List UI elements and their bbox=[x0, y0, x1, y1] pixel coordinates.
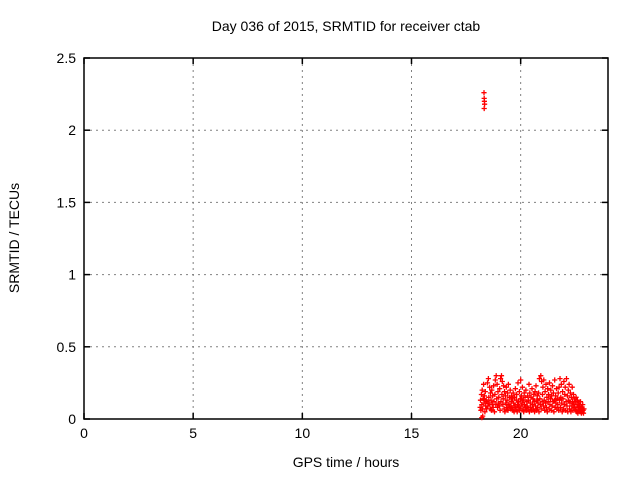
series-srmtid-markers bbox=[477, 90, 587, 421]
y-tick-label: 0 bbox=[68, 411, 76, 427]
x-tick-label: 5 bbox=[189, 425, 197, 441]
chart-title: Day 036 of 2015, SRMTID for receiver cta… bbox=[212, 18, 481, 34]
grid-lines bbox=[84, 58, 608, 419]
axis-labels: Day 036 of 2015, SRMTID for receiver cta… bbox=[6, 18, 480, 470]
y-tick-label: 1 bbox=[68, 267, 76, 283]
y-axis-label: SRMTID / TECUs bbox=[6, 183, 22, 293]
plot-border bbox=[83, 57, 609, 420]
y-tick-label: 0.5 bbox=[57, 339, 77, 355]
y-tick-label: 2.5 bbox=[57, 50, 77, 66]
x-tick-label: 10 bbox=[295, 425, 311, 441]
x-tick-label: 20 bbox=[513, 425, 529, 441]
y-tick-label: 2 bbox=[68, 122, 76, 138]
y-tick-label: 1.5 bbox=[57, 194, 77, 210]
x-tick-label: 0 bbox=[80, 425, 88, 441]
scatter-points bbox=[477, 90, 587, 421]
axis-ticks: 0 5 10 15 20 0 0.5 1 1.5 2 2.5 bbox=[57, 50, 608, 441]
x-tick-label: 15 bbox=[404, 425, 420, 441]
x-axis-label: GPS time / hours bbox=[293, 454, 400, 470]
